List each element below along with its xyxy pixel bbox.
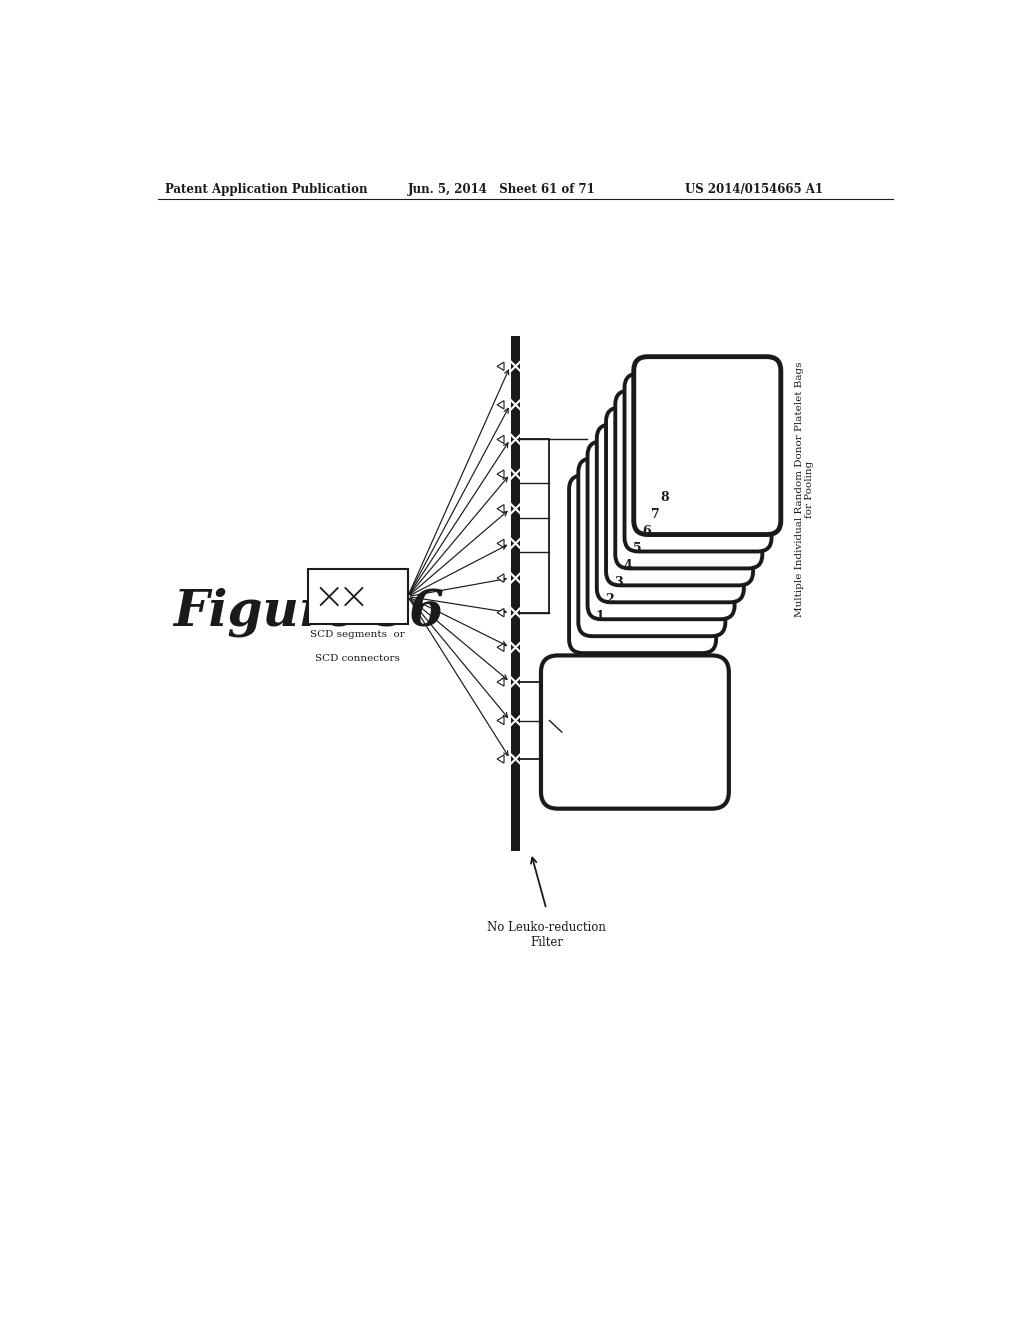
Text: Figure 56: Figure 56 bbox=[173, 587, 444, 638]
FancyBboxPatch shape bbox=[606, 408, 753, 585]
Text: 8: 8 bbox=[660, 491, 669, 504]
Polygon shape bbox=[497, 362, 504, 371]
FancyBboxPatch shape bbox=[597, 425, 743, 602]
Polygon shape bbox=[497, 436, 504, 444]
Text: 4: 4 bbox=[624, 558, 632, 572]
FancyBboxPatch shape bbox=[579, 458, 725, 636]
FancyBboxPatch shape bbox=[625, 374, 772, 552]
Bar bbox=[307, 569, 408, 624]
Text: Multiple Individual Random Donor Platelet Bags
for Pooling: Multiple Individual Random Donor Platele… bbox=[795, 362, 814, 618]
Polygon shape bbox=[497, 401, 504, 409]
Polygon shape bbox=[497, 574, 504, 582]
Text: 3: 3 bbox=[614, 576, 623, 589]
FancyBboxPatch shape bbox=[541, 656, 729, 809]
Text: 2: 2 bbox=[605, 593, 613, 606]
Polygon shape bbox=[497, 643, 504, 652]
FancyBboxPatch shape bbox=[634, 356, 781, 535]
Polygon shape bbox=[497, 717, 504, 725]
Text: No Leuko-reduction
Filter: No Leuko-reduction Filter bbox=[487, 921, 606, 949]
FancyBboxPatch shape bbox=[615, 391, 762, 569]
Polygon shape bbox=[497, 504, 504, 513]
FancyBboxPatch shape bbox=[569, 475, 716, 653]
Text: US 2014/0154665 A1: US 2014/0154665 A1 bbox=[685, 183, 823, 197]
Text: 6: 6 bbox=[642, 525, 650, 539]
Text: 5: 5 bbox=[633, 543, 641, 554]
Text: Large Non-Breathable
Storage Bag that already
contains platelet solution: Large Non-Breathable Storage Bag that al… bbox=[568, 717, 701, 747]
Polygon shape bbox=[497, 470, 504, 478]
Bar bbox=[511, 335, 520, 851]
Text: 1: 1 bbox=[596, 610, 604, 623]
Polygon shape bbox=[497, 540, 504, 548]
Text: 7: 7 bbox=[651, 508, 659, 521]
Text: Jun. 5, 2014   Sheet 61 of 71: Jun. 5, 2014 Sheet 61 of 71 bbox=[408, 183, 596, 197]
Text: SCD segments  or: SCD segments or bbox=[310, 630, 406, 639]
Polygon shape bbox=[497, 755, 504, 763]
Text: Patent Application Publication: Patent Application Publication bbox=[165, 183, 368, 197]
FancyBboxPatch shape bbox=[588, 441, 734, 619]
Text: SCD connectors: SCD connectors bbox=[315, 653, 400, 663]
Polygon shape bbox=[497, 609, 504, 616]
Polygon shape bbox=[497, 678, 504, 686]
